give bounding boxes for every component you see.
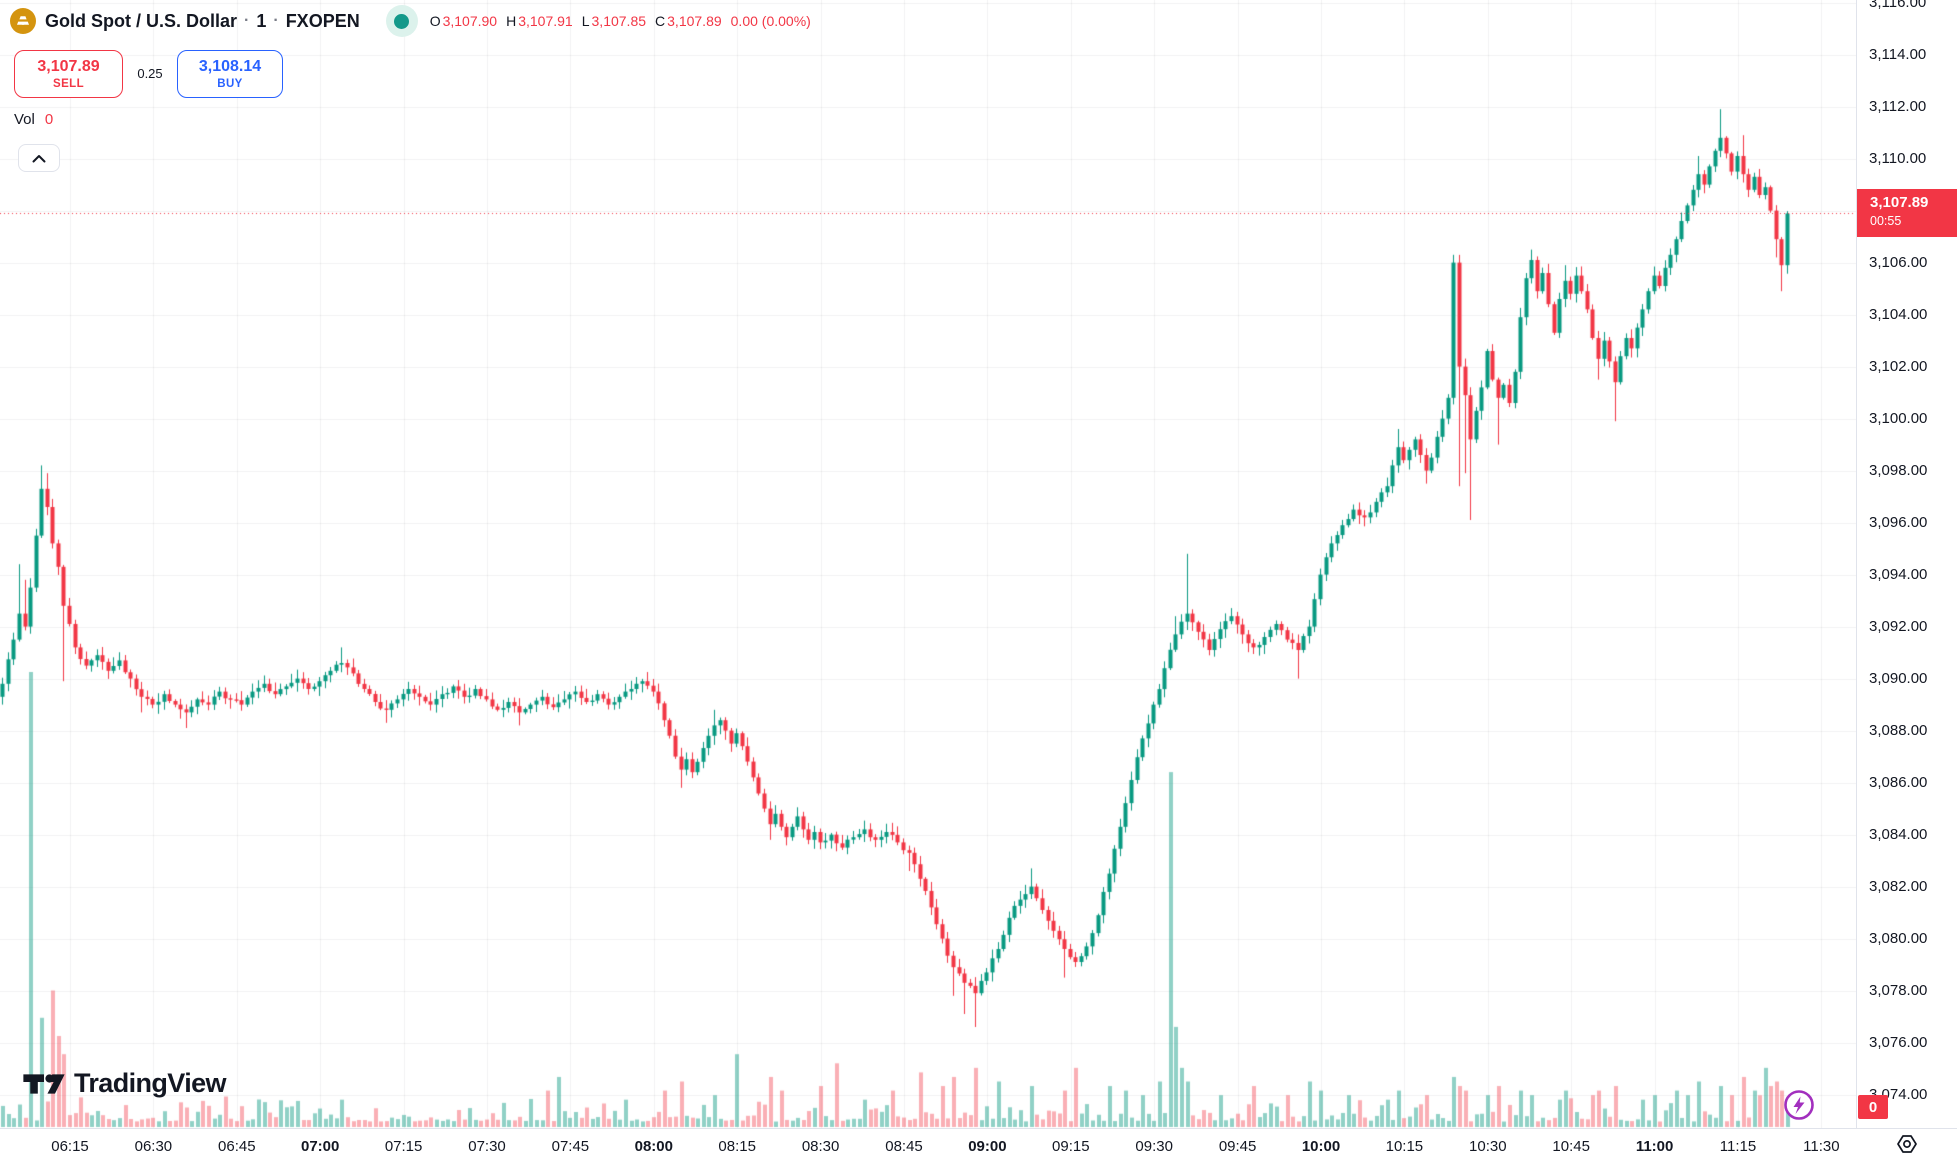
price-tick-label: 3,096.00	[1869, 513, 1928, 531]
time-tick-label: 10:45	[1552, 1138, 1590, 1155]
time-tick-label: 06:15	[51, 1138, 89, 1155]
low-label: L	[581, 13, 590, 29]
price-tick-label: 3,110.00	[1869, 149, 1927, 167]
buy-price: 3,108.14	[198, 57, 262, 75]
price-tick-label: 3,076.00	[1869, 1033, 1928, 1051]
current-price-value: 3,107.89	[1870, 194, 1929, 211]
tradingview-logo[interactable]: TradingView	[22, 1068, 227, 1099]
quick-trade-lightning-icon[interactable]	[1783, 1089, 1815, 1121]
time-tick-label: 11:30	[1803, 1138, 1840, 1155]
gold-coin-icon	[10, 8, 36, 34]
close-value: 3,107.89	[667, 13, 722, 29]
change-value: 0.00 (0.00%)	[730, 13, 811, 29]
price-tick-label: 3,098.00	[1869, 461, 1928, 479]
time-tick-label: 09:15	[1052, 1138, 1090, 1155]
price-tick-label: 3,080.00	[1869, 929, 1928, 947]
time-tick-label: 07:15	[384, 1138, 423, 1155]
price-tick-label: 3,088.00	[1869, 721, 1928, 739]
open-label: O	[429, 13, 441, 29]
volume-legend: Vol 0	[14, 111, 53, 128]
price-tick-label: 3,100.00	[1869, 409, 1928, 427]
time-tick-label: 09:30	[1135, 1138, 1173, 1155]
time-tick-label: 07:45	[551, 1138, 590, 1155]
price-tick-label: 3,104.00	[1869, 305, 1928, 323]
tradingview-logo-icon	[23, 1073, 65, 1094]
tradingview-logo-text: TradingView	[74, 1068, 227, 1098]
sell-button[interactable]: 3,107.89 SELL	[14, 50, 123, 98]
price-tick-label: 3,086.00	[1869, 773, 1928, 791]
time-tick-label: 08:45	[885, 1138, 923, 1155]
price-tick-label: 3,116.00	[1869, 0, 1927, 11]
low-value: 3,107.85	[591, 13, 647, 29]
price-tick-label: 3,078.00	[1869, 981, 1928, 999]
price-tick-label: 3,114.00	[1869, 45, 1927, 63]
title-separator: ·	[273, 12, 279, 29]
time-tick-label: 10:15	[1385, 1138, 1424, 1155]
time-tick-label: 08:00	[634, 1138, 673, 1155]
symbol-legend: Gold Spot / U.S. Dollar · 1 · FXOPEN O 3,…	[10, 5, 811, 37]
time-tick-label: 10:30	[1469, 1138, 1507, 1155]
time-tick-label: 11:00	[1635, 1138, 1674, 1155]
price-tick-label: 3,106.00	[1869, 253, 1928, 271]
price-scale[interactable]: 3,116.00 3,114.00 3,112.00 3,110.00 3,106.00…	[1856, 0, 1957, 1128]
price-tick-label: 3,084.00	[1869, 825, 1928, 843]
time-scale[interactable]: 06:15 06:30 06:45 07:00 07:15 07:30 07:45 08:00…	[0, 1128, 1957, 1165]
time-tick-label: 07:00	[301, 1138, 340, 1155]
price-tick-label: 3,094.00	[1869, 565, 1928, 583]
time-tick-label: 10:00	[1301, 1138, 1341, 1155]
time-tick-label: 09:45	[1218, 1138, 1257, 1155]
price-tick-label: 3,082.00	[1869, 877, 1928, 895]
time-tick-label: 09:00	[968, 1138, 1007, 1155]
pane-collapse-button[interactable]	[18, 144, 60, 172]
chart-pane[interactable]	[0, 0, 1856, 1128]
sell-label: SELL	[53, 77, 84, 90]
volume-label: Vol	[14, 111, 35, 128]
time-tick-label: 06:30	[134, 1138, 173, 1155]
high-value: 3,107.91	[518, 13, 573, 29]
close-label: C	[655, 13, 666, 29]
symbol-title[interactable]: Gold Spot / U.S. Dollar	[45, 10, 238, 31]
buy-button[interactable]: 3,108.14 BUY	[177, 50, 283, 98]
current-price-label: 3,107.89 00:55	[1857, 189, 1957, 237]
open-value: 3,107.90	[442, 13, 498, 29]
time-tick-label: 06:45	[218, 1138, 256, 1155]
time-tick-label: 08:30	[801, 1138, 840, 1155]
volume-axis-badge: 0	[1858, 1095, 1888, 1119]
time-tick-label: 08:15	[718, 1138, 756, 1155]
volume-current-value: 0	[44, 111, 54, 128]
exchange-name[interactable]: FXOPEN	[285, 10, 360, 31]
interval-value[interactable]: 1	[256, 10, 267, 31]
bar-countdown: 00:55	[1870, 214, 1902, 229]
sell-price: 3,107.89	[37, 57, 100, 75]
axis-settings-icon[interactable]	[1895, 1133, 1919, 1155]
buy-label: BUY	[217, 77, 243, 90]
time-tick-label: 11:15	[1719, 1138, 1757, 1155]
chevron-up-icon	[32, 154, 46, 162]
high-label: H	[506, 13, 517, 29]
ohlc-readout: O 3,107.90 H 3,107.91 L 3,107.85 C 3,107.89 …	[430, 13, 811, 29]
price-tick-label: 3,112.00	[1869, 97, 1927, 115]
price-tick-label: 3,092.00	[1869, 617, 1928, 635]
price-tick-label: 3,102.00	[1869, 357, 1928, 375]
price-tick-label: 3,090.00	[1869, 669, 1928, 687]
title-separator: ·	[244, 12, 250, 29]
spread-value: 0.25	[137, 66, 163, 81]
market-open-status-icon[interactable]	[385, 5, 418, 37]
time-tick-label: 07:30	[468, 1138, 506, 1155]
